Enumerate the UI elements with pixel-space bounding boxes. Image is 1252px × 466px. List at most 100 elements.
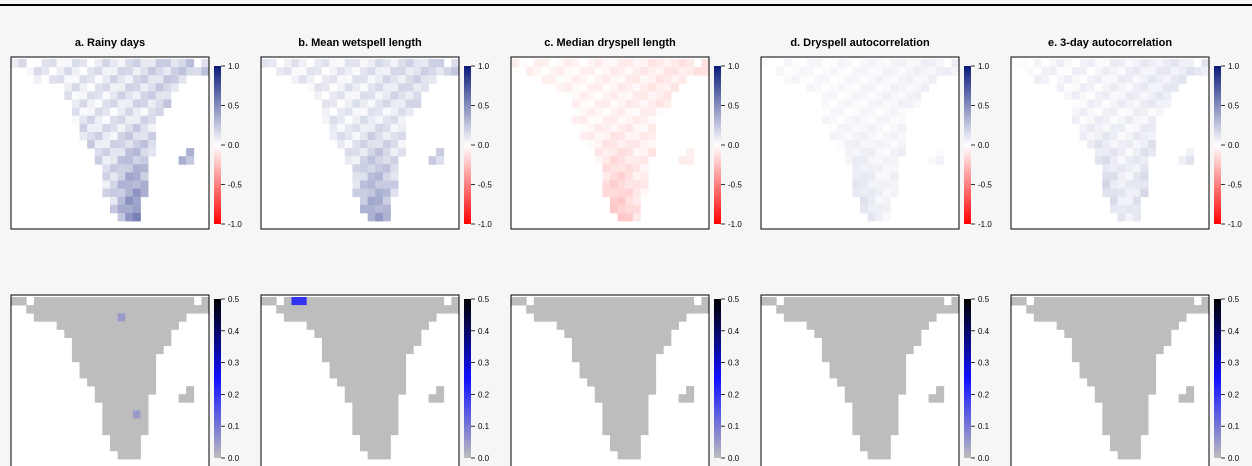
grid-cell (875, 148, 884, 157)
grid-cell (110, 361, 119, 371)
grid-cell (1125, 75, 1134, 84)
grid-cell (648, 140, 657, 149)
grid-cell (533, 313, 542, 322)
grid-cell (602, 418, 611, 427)
grid-cell (617, 305, 626, 314)
grid-cell (898, 123, 907, 133)
grid-cell (549, 305, 558, 314)
grid-cell (102, 426, 111, 436)
grid-cell (110, 329, 119, 338)
grid-cell (594, 361, 603, 371)
grid-cell (625, 131, 634, 141)
grid-cell (102, 59, 111, 68)
grid-cell (405, 59, 414, 68)
grid-cell (1117, 75, 1126, 84)
grid-cell (1087, 321, 1096, 330)
grid-cell (882, 67, 891, 76)
grid-cell (344, 378, 353, 387)
grid-cell (155, 305, 164, 314)
grid-cell (890, 394, 899, 403)
grid-cell (87, 329, 96, 338)
grid-cell (413, 321, 422, 330)
grid-cell (632, 172, 641, 181)
grid-cell (140, 156, 149, 165)
grid-cell (625, 212, 634, 222)
grid-cell (186, 59, 195, 68)
grid-cell (890, 115, 899, 125)
grid-cell (867, 329, 876, 338)
grid-cell (64, 313, 73, 322)
grid-cell (920, 59, 929, 68)
panel-top-4: d. Dryspell autocorrelation1.00.50.0-0.5… (760, 37, 992, 230)
grid-cell (375, 402, 384, 411)
grid-cell (648, 91, 657, 100)
panel-bottom-5: 0.50.40.30.20.10.0 (1010, 294, 1240, 466)
grid-cell (360, 378, 369, 387)
grid-cell (367, 75, 376, 84)
grid-cell (337, 59, 346, 68)
grid-cell (913, 67, 922, 76)
grid-cell (648, 386, 657, 395)
grid-cell (867, 180, 876, 189)
grid-cell (352, 115, 361, 125)
grid-cell (882, 91, 891, 100)
grid-cell (602, 321, 611, 330)
grid-cell (125, 107, 134, 117)
grid-cell (337, 305, 346, 314)
grid-cell (125, 188, 134, 198)
grid-cell (587, 313, 596, 322)
grid-cell (125, 434, 134, 444)
grid-cell (1102, 337, 1111, 346)
grid-cell (1094, 140, 1103, 149)
grid-cell (344, 321, 353, 330)
grid-cell (875, 305, 884, 314)
grid-cell (132, 337, 141, 346)
grid-cell (602, 353, 611, 363)
grid-cell (1033, 313, 1042, 322)
grid-cell (344, 131, 353, 141)
grid-cell (125, 131, 134, 141)
grid-cell (117, 83, 126, 92)
plot-frame (510, 294, 710, 466)
grid-cell (1140, 99, 1149, 108)
grid-cell (148, 321, 157, 330)
grid-cell (875, 345, 884, 355)
grid-cell (390, 83, 399, 92)
grid-cell (132, 196, 141, 206)
grid-cell (1155, 99, 1164, 108)
grid-cell (451, 59, 460, 68)
grid-cell (337, 107, 346, 117)
grid-cell (587, 59, 596, 68)
grid-cell (163, 91, 172, 100)
grid-cell (11, 297, 20, 306)
grid-cell (132, 107, 141, 117)
grid-cell (117, 196, 126, 206)
grid-cell (201, 59, 210, 68)
grid-cell (155, 59, 164, 68)
grid-cell (1155, 337, 1164, 346)
grid-cell (360, 115, 369, 125)
grid-cell (382, 172, 391, 181)
grid-cell (821, 329, 830, 338)
grid-cell (1094, 297, 1103, 306)
grid-cell (117, 164, 126, 173)
grid-cell (140, 329, 149, 338)
grid-cell (398, 305, 407, 314)
grid-cell (87, 378, 96, 387)
grid-cell (526, 67, 535, 76)
grid-cell (617, 75, 626, 84)
grid-cell (398, 83, 407, 92)
grid-cell (610, 394, 619, 403)
grid-cell (283, 305, 292, 314)
grid-cell (1125, 345, 1134, 355)
grid-cell (413, 305, 422, 314)
grid-cell (882, 361, 891, 371)
grid-cell (360, 386, 369, 395)
grid-cell (655, 321, 664, 330)
colorbar-tick-label: -1.0 (228, 220, 242, 229)
grid-cell (882, 115, 891, 125)
grid-cell (1102, 378, 1111, 387)
grid-cell (321, 345, 330, 355)
grid-cell (890, 378, 899, 387)
grid-cell (610, 196, 619, 206)
